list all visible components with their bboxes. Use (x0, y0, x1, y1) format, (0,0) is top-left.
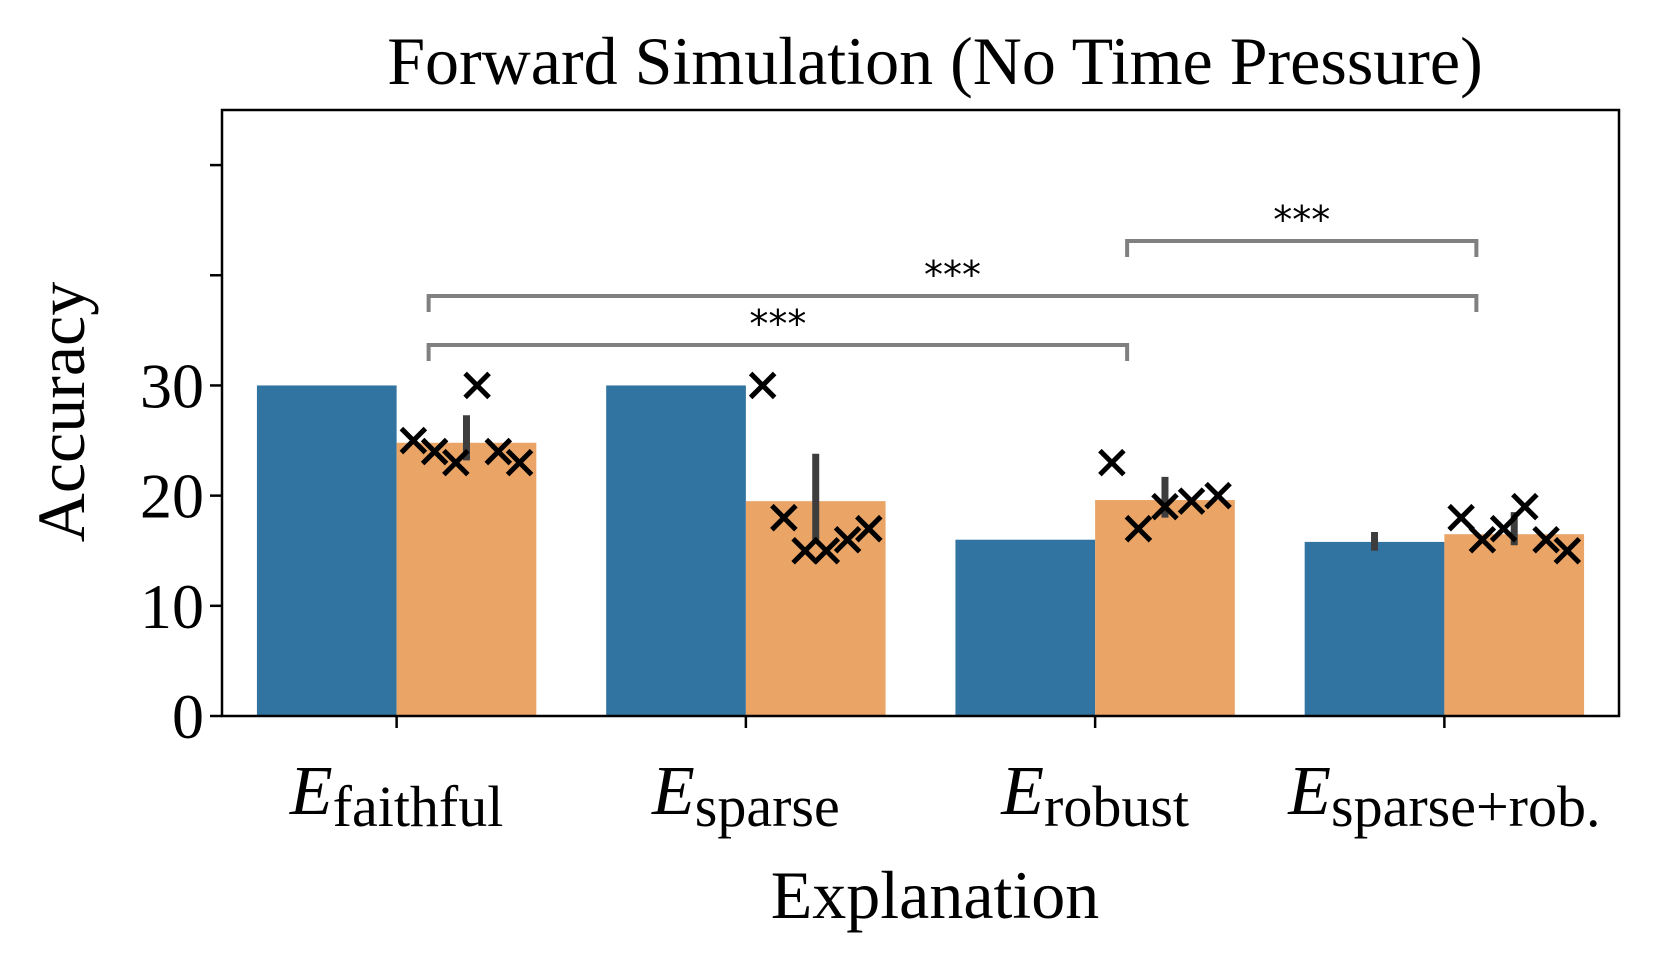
x-tick-label-sub: faithful (333, 774, 504, 839)
x-tick-label: Erobust (1000, 753, 1189, 839)
x-tick-label-sub: robust (1044, 774, 1189, 839)
data-point-marker (1511, 492, 1539, 521)
x-tick-label-sub: sparse (695, 774, 840, 839)
significance-bracket (426, 294, 1479, 312)
bar (1304, 541, 1445, 716)
data-point-marker (791, 536, 819, 565)
data-point-marker (855, 514, 883, 543)
data-point-marker (399, 426, 428, 455)
significance-bracket (426, 343, 1130, 361)
data-point-marker (1204, 481, 1232, 510)
y-axis-label: Accuracy (23, 282, 99, 542)
data-point-marker (1553, 536, 1582, 565)
significance-label: *** (1273, 198, 1330, 242)
x-tick-label-main: E (289, 753, 333, 830)
x-tick-label: Efaithful (289, 753, 503, 839)
data-point-marker (505, 448, 534, 477)
data-point-marker (812, 536, 841, 565)
data-point-marker (1151, 492, 1179, 521)
data-point-marker (420, 437, 449, 466)
y-tick-label: 20 (140, 461, 204, 532)
plot-frame (220, 108, 1621, 718)
bar (1444, 534, 1585, 716)
data-point-marker (442, 448, 470, 477)
data-point-marker (1447, 503, 1475, 532)
data-point-marker (1177, 487, 1206, 515)
data-point-marker (770, 503, 798, 532)
x-tick-label: Esparse (651, 753, 840, 839)
bar (256, 385, 397, 716)
data-point-marker (748, 371, 777, 400)
bar (955, 539, 1096, 716)
data-point-marker (463, 371, 491, 400)
data-point-marker (1489, 514, 1518, 543)
significance-bracket (1125, 239, 1479, 257)
x-tick-label-main: E (1000, 753, 1044, 830)
y-tick-label: 30 (140, 350, 204, 421)
bar (606, 385, 746, 716)
x-tick-label-main: E (1287, 753, 1331, 830)
data-point-marker (484, 437, 513, 466)
chart-title: Forward Simulation (No Time Pressure) (387, 23, 1483, 99)
x-tick-label-sub: sparse+rob. (1331, 774, 1600, 839)
bar (396, 442, 537, 716)
data-point-marker (1124, 514, 1153, 543)
data-point-marker (833, 525, 862, 554)
data-point-marker (1468, 525, 1497, 554)
y-tick-label: 0 (172, 681, 204, 752)
data-point-marker (1098, 448, 1126, 477)
y-tick-label: 10 (140, 571, 204, 642)
x-tick-label: Esparse+rob. (1287, 753, 1600, 839)
significance-label: *** (924, 253, 981, 297)
data-point-marker (1532, 525, 1560, 554)
x-axis-label: Explanation (771, 857, 1100, 933)
significance-label: *** (749, 302, 806, 346)
x-tick-label-main: E (651, 753, 695, 830)
bar (1095, 500, 1235, 716)
